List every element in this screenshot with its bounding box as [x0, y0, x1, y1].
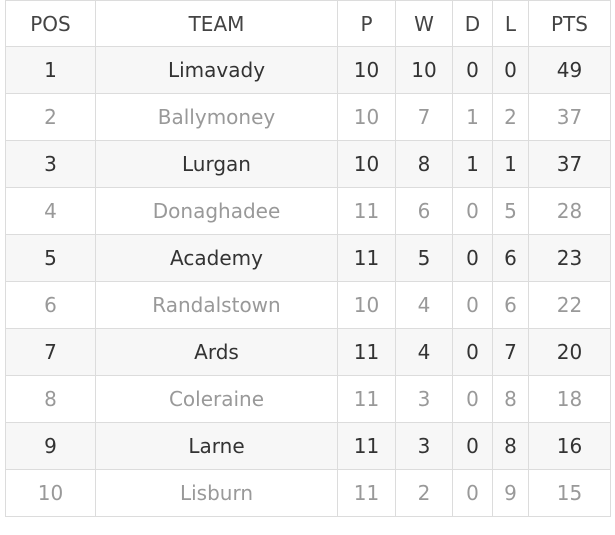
table-cell: 11 [337, 328, 396, 376]
table-cell: 10 [337, 281, 396, 329]
table-row: 2 Ballymoney 10 7 1 2 37 [5, 93, 611, 141]
table-row: 10 Lisburn 11 2 0 9 15 [5, 469, 611, 517]
table-cell: 3 [395, 422, 453, 470]
table-cell: 0 [452, 281, 493, 329]
column-header: W [395, 0, 453, 47]
table-cell: 5 [492, 187, 529, 235]
table-row: 6 Randalstown 10 4 0 6 22 [5, 281, 611, 329]
table-cell: 10 [337, 140, 396, 188]
table-cell: Ballymoney [95, 93, 338, 141]
table-cell: 0 [452, 46, 493, 94]
table-cell: 8 [395, 140, 453, 188]
table-cell: 10 [337, 46, 396, 94]
table-row: 4 Donaghadee 11 6 0 5 28 [5, 187, 611, 235]
table-cell: 2 [395, 469, 453, 517]
table-cell: 9 [492, 469, 529, 517]
table-cell: 0 [452, 422, 493, 470]
table-row: 9 Larne 11 3 0 8 16 [5, 422, 611, 470]
table-cell: 11 [337, 187, 396, 235]
table-cell: Lisburn [95, 469, 338, 517]
column-header: POS [5, 0, 96, 47]
table-cell: Limavady [95, 46, 338, 94]
table-cell: 0 [452, 187, 493, 235]
table-cell: 6 [492, 281, 529, 329]
table-cell: 3 [395, 375, 453, 423]
table-cell: 6 [5, 281, 96, 329]
table-cell: 11 [337, 234, 396, 282]
table-cell: 2 [5, 93, 96, 141]
table-cell: 0 [452, 469, 493, 517]
table-body: 1 Limavady 10 10 0 0 49 2 Ballymoney 10 7 1 2 37 3 Lurg… [5, 46, 611, 517]
table-row: 7 Ards 11 4 0 7 20 [5, 328, 611, 376]
table-cell: 7 [395, 93, 453, 141]
column-header: TEAM [95, 0, 338, 47]
table-cell: 10 [5, 469, 96, 517]
table-cell: 3 [5, 140, 96, 188]
table-row: 1 Limavady 10 10 0 0 49 [5, 46, 611, 94]
table-cell: 20 [528, 328, 611, 376]
table-cell: 10 [395, 46, 453, 94]
column-header: L [492, 0, 529, 47]
table-cell: 11 [337, 422, 396, 470]
table-row: 5 Academy 11 5 0 6 23 [5, 234, 611, 282]
table-cell: 1 [492, 140, 529, 188]
table-cell: 1 [452, 140, 493, 188]
table-cell: 8 [492, 422, 529, 470]
table-cell: 0 [452, 375, 493, 423]
table-cell: 5 [5, 234, 96, 282]
standings-table: POS TEAM P W D L PTS 1 Limavady 10 10 0 0 49 2 Ballymo… [5, 0, 611, 517]
table-cell: Donaghadee [95, 187, 338, 235]
table-cell: 6 [492, 234, 529, 282]
table-cell: 7 [5, 328, 96, 376]
table-cell: 22 [528, 281, 611, 329]
table-cell: 49 [528, 46, 611, 94]
table-cell: 0 [452, 328, 493, 376]
table-cell: 28 [528, 187, 611, 235]
table-cell: 2 [492, 93, 529, 141]
table-header: POS TEAM P W D L PTS [5, 0, 611, 47]
table-cell: 0 [492, 46, 529, 94]
table-cell: 1 [452, 93, 493, 141]
column-header: P [337, 0, 396, 47]
table-cell: 11 [337, 469, 396, 517]
table-cell: 4 [5, 187, 96, 235]
table-cell: 37 [528, 140, 611, 188]
table-cell: 37 [528, 93, 611, 141]
column-header: PTS [528, 0, 611, 47]
table-cell: 5 [395, 234, 453, 282]
column-header: D [452, 0, 493, 47]
table-cell: 16 [528, 422, 611, 470]
table-cell: Ards [95, 328, 338, 376]
table-cell: 8 [5, 375, 96, 423]
table-cell: 4 [395, 328, 453, 376]
table-cell: Randalstown [95, 281, 338, 329]
table-cell: 23 [528, 234, 611, 282]
table-cell: Lurgan [95, 140, 338, 188]
table-cell: 0 [452, 234, 493, 282]
table-cell: 10 [337, 93, 396, 141]
table-cell: 9 [5, 422, 96, 470]
table-cell: 4 [395, 281, 453, 329]
table-cell: 7 [492, 328, 529, 376]
table-cell: Larne [95, 422, 338, 470]
table-row: 8 Coleraine 11 3 0 8 18 [5, 375, 611, 423]
header-row: POS TEAM P W D L PTS [5, 0, 611, 47]
table-cell: 6 [395, 187, 453, 235]
table-cell: Academy [95, 234, 338, 282]
table-cell: 8 [492, 375, 529, 423]
table-cell: 15 [528, 469, 611, 517]
table-cell: 1 [5, 46, 96, 94]
table-cell: Coleraine [95, 375, 338, 423]
table-cell: 11 [337, 375, 396, 423]
table-cell: 18 [528, 375, 611, 423]
table-row: 3 Lurgan 10 8 1 1 37 [5, 140, 611, 188]
